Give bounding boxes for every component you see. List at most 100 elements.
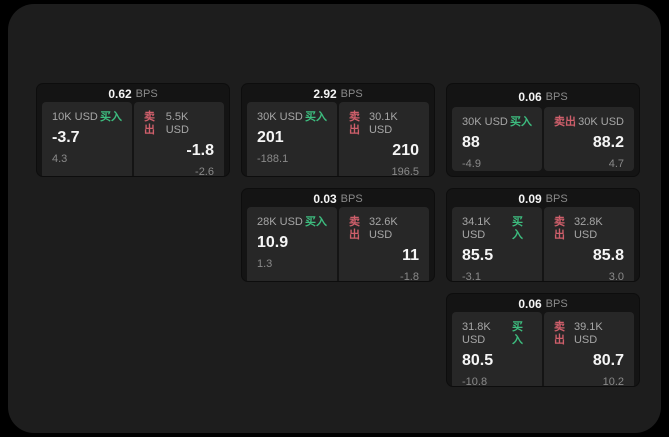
sell-amount: 30.1K USD <box>368 111 398 136</box>
sell-top-row: 卖出 30.1K USD <box>349 111 419 137</box>
buy-panel[interactable]: 30K USD 买入 88 -4.9 <box>452 107 542 171</box>
sell-tag: 卖出 <box>554 116 576 128</box>
card-header: 2.92 BPS <box>242 84 434 101</box>
sell-price: 88.2 <box>592 134 624 151</box>
sell-tag: 卖出 <box>349 216 360 241</box>
buy-delta: -3.1 <box>462 271 481 282</box>
buy-price: 80.5 <box>462 352 494 369</box>
sell-tag: 卖出 <box>554 321 565 346</box>
buy-amount: 10K USD <box>52 111 98 123</box>
buy-panel[interactable]: 30K USD 买入 201 -188.1 <box>247 102 337 176</box>
buy-top-row: 30K USD 买入 <box>257 111 327 124</box>
card-header: 0.03 BPS <box>242 189 434 206</box>
card-header: 0.62 BPS <box>37 84 229 101</box>
card-body: 30K USD 买入 88 -4.9 卖出 30K USD 88.2 4.7 <box>447 106 639 176</box>
sell-amount: 39.1K USD <box>573 321 603 346</box>
sell-panel[interactable]: 卖出 30.1K USD 210 196.5 <box>339 102 429 177</box>
quotes-board: 0.62 BPS 10K USD 买入 -3.7 4.3 卖出 5.5K USD… <box>8 4 661 433</box>
card-body: 34.1K USD 买入 85.5 -3.1 卖出 32.8K USD 85.8… <box>447 206 639 282</box>
sell-panel[interactable]: 卖出 30K USD 88.2 4.7 <box>544 107 634 171</box>
buy-tag: 买入 <box>512 216 524 241</box>
sell-top-row: 卖出 32.6K USD <box>349 216 419 242</box>
sell-top-row: 卖出 39.1K USD <box>554 321 624 347</box>
sell-tag: 卖出 <box>349 111 360 136</box>
buy-amount: 28K USD <box>257 216 303 228</box>
buy-amount: 30K USD <box>257 111 303 123</box>
card-body: 31.8K USD 买入 80.5 -10.8 卖出 39.1K USD 80.… <box>447 311 639 387</box>
buy-panel[interactable]: 28K USD 买入 10.9 1.3 <box>247 207 337 281</box>
card-body: 28K USD 买入 10.9 1.3 卖出 32.6K USD 11 -1.8 <box>242 206 434 282</box>
sell-panel[interactable]: 卖出 5.5K USD -1.8 -2.6 <box>134 102 224 177</box>
bps-value: 0.03 <box>313 192 337 206</box>
sell-top-row: 卖出 5.5K USD <box>144 111 214 137</box>
buy-top-row: 28K USD 买入 <box>257 216 327 229</box>
sell-price: 210 <box>392 142 419 159</box>
bps-value: 0.09 <box>518 192 542 206</box>
cards-grid: 0.62 BPS 10K USD 买入 -3.7 4.3 卖出 5.5K USD… <box>36 83 640 387</box>
sell-price: -1.8 <box>186 142 214 159</box>
buy-price: -3.7 <box>52 129 80 146</box>
buy-delta: -188.1 <box>257 153 289 165</box>
card-header: 0.09 BPS <box>447 189 639 206</box>
buy-amount: 34.1K USD <box>462 216 491 241</box>
card-header: 0.06 BPS <box>447 84 639 106</box>
sell-amount: 32.6K USD <box>368 216 398 241</box>
sell-delta: 3.0 <box>608 271 624 282</box>
buy-delta: -4.9 <box>462 158 481 170</box>
sell-price: 85.8 <box>592 247 624 264</box>
sell-top-row: 卖出 30K USD <box>554 116 624 129</box>
buy-delta: -10.8 <box>462 376 488 387</box>
sell-price: 80.7 <box>592 352 624 369</box>
quote-card[interactable]: 0.06 BPS 30K USD 买入 88 -4.9 卖出 30K USD 8… <box>446 83 640 177</box>
buy-top-row: 31.8K USD 买入 <box>462 321 532 347</box>
sell-price: 11 <box>402 247 419 264</box>
card-header: 0.06 BPS <box>447 294 639 311</box>
quote-card[interactable]: 0.62 BPS 10K USD 买入 -3.7 4.3 卖出 5.5K USD… <box>36 83 230 177</box>
buy-tag: 买入 <box>100 111 122 123</box>
quote-card[interactable]: 0.03 BPS 28K USD 买入 10.9 1.3 卖出 32.6K US… <box>241 188 435 282</box>
buy-amount: 31.8K USD <box>462 321 491 346</box>
bps-value: 0.62 <box>108 87 132 101</box>
bps-unit-label: BPS <box>340 193 363 205</box>
sell-tag: 卖出 <box>144 111 155 136</box>
quote-card[interactable]: 2.92 BPS 30K USD 买入 201 -188.1 卖出 30.1K … <box>241 83 435 177</box>
buy-price: 85.5 <box>462 247 494 264</box>
sell-delta: 10.2 <box>602 376 624 387</box>
buy-panel[interactable]: 31.8K USD 买入 80.5 -10.8 <box>452 312 542 387</box>
bps-unit-label: BPS <box>545 193 568 205</box>
sell-delta: 196.5 <box>391 166 419 177</box>
sell-tag: 卖出 <box>554 216 565 241</box>
buy-top-row: 30K USD 买入 <box>462 116 532 129</box>
buy-top-row: 34.1K USD 买入 <box>462 216 532 242</box>
sell-panel[interactable]: 卖出 39.1K USD 80.7 10.2 <box>544 312 634 387</box>
buy-panel[interactable]: 10K USD 买入 -3.7 4.3 <box>42 102 132 176</box>
sell-delta: -1.8 <box>400 271 419 282</box>
bps-unit-label: BPS <box>135 88 158 100</box>
sell-panel[interactable]: 卖出 32.8K USD 85.8 3.0 <box>544 207 634 282</box>
sell-amount: 30K USD <box>578 116 624 128</box>
buy-price: 88 <box>462 134 480 151</box>
sell-top-row: 卖出 32.8K USD <box>554 216 624 242</box>
card-body: 10K USD 买入 -3.7 4.3 卖出 5.5K USD -1.8 -2.… <box>37 101 229 177</box>
buy-tag: 买入 <box>305 111 327 123</box>
buy-price: 201 <box>257 129 284 146</box>
sell-amount: 5.5K USD <box>165 111 189 136</box>
buy-price: 10.9 <box>257 234 289 251</box>
sell-panel[interactable]: 卖出 32.6K USD 11 -1.8 <box>339 207 429 282</box>
buy-amount: 30K USD <box>462 116 508 128</box>
buy-tag: 买入 <box>305 216 327 228</box>
sell-delta: -2.6 <box>195 166 214 177</box>
card-body: 30K USD 买入 201 -188.1 卖出 30.1K USD 210 1… <box>242 101 434 177</box>
bps-unit-label: BPS <box>545 90 568 103</box>
buy-top-row: 10K USD 买入 <box>52 111 122 124</box>
quote-card[interactable]: 0.06 BPS 31.8K USD 买入 80.5 -10.8 卖出 39.1… <box>446 293 640 387</box>
bps-value: 0.06 <box>518 89 542 104</box>
quote-card[interactable]: 0.09 BPS 34.1K USD 买入 85.5 -3.1 卖出 32.8K… <box>446 188 640 282</box>
sell-delta: 4.7 <box>608 158 624 170</box>
buy-panel[interactable]: 34.1K USD 买入 85.5 -3.1 <box>452 207 542 282</box>
bps-unit-label: BPS <box>340 88 363 100</box>
buy-delta: 1.3 <box>257 258 273 270</box>
sell-amount: 32.8K USD <box>573 216 603 241</box>
bps-unit-label: BPS <box>545 298 568 310</box>
buy-tag: 买入 <box>510 116 532 128</box>
